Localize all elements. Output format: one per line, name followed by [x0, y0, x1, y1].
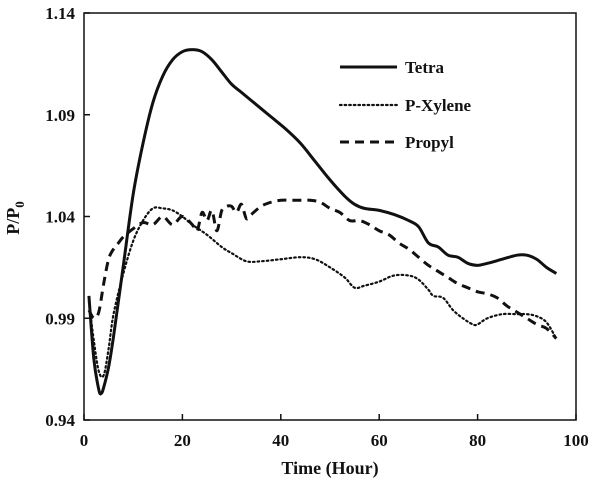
- x-tick-label: 40: [272, 431, 289, 450]
- legend: Tetra P-Xylene Propyl: [338, 58, 472, 152]
- x-axis-title: Time (Hour): [281, 458, 378, 479]
- y-tick-label: 1.04: [45, 208, 75, 227]
- legend-label-tetra: Tetra: [405, 58, 445, 77]
- x-tick-label: 0: [80, 431, 89, 450]
- series-line-propyl: [87, 198, 558, 340]
- y-axis-title-main: P/P: [3, 208, 23, 235]
- y-tick-label: 1.14: [45, 4, 75, 23]
- y-tick-label: 0.99: [45, 309, 75, 328]
- y-axis-title: P/P0: [3, 201, 27, 235]
- y-axis-title-subscript: 0: [12, 201, 27, 208]
- y-tick-label: 0.94: [45, 411, 75, 430]
- x-tick-label: 20: [174, 431, 191, 450]
- legend-label-propyl: Propyl: [405, 133, 454, 152]
- x-tick-label: 80: [469, 431, 486, 450]
- y-axis-ticks: 0.94 0.99 1.04 1.09 1.14: [45, 4, 90, 430]
- y-tick-label: 1.09: [45, 106, 75, 125]
- x-axis-ticks: 0 20 40 60 80 100: [80, 414, 589, 450]
- legend-label-p-xylene: P-Xylene: [405, 96, 472, 115]
- series-layer: [87, 48, 558, 396]
- series-line-tetra: [87, 48, 558, 396]
- series-line-p-xylene: [87, 206, 558, 379]
- x-tick-label: 60: [371, 431, 388, 450]
- x-tick-label: 100: [563, 431, 589, 450]
